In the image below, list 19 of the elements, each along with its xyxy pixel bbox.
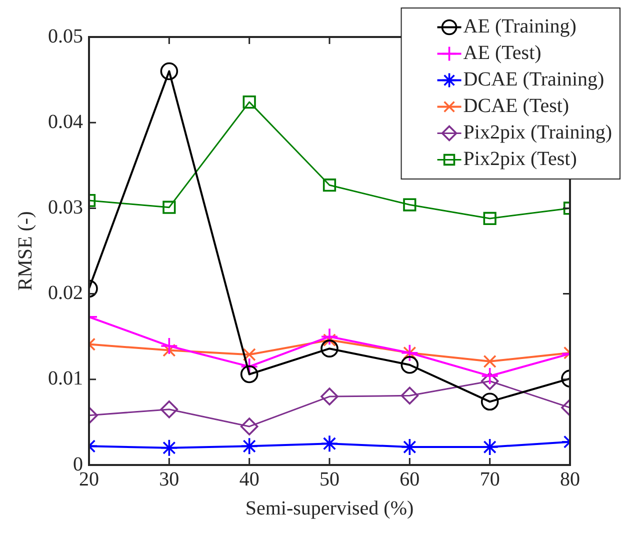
x-axis-title: Semi-supervised (%) (245, 497, 414, 520)
x-tick-label: 50 (320, 468, 340, 490)
x-tick-label: 40 (239, 468, 260, 490)
legend-label: Pix2pix (Training) (463, 122, 612, 144)
x-tick-label: 60 (400, 468, 420, 490)
x-tick-label: 70 (480, 468, 500, 490)
y-tick-label: 0.03 (48, 196, 83, 218)
y-axis-title: RMSE (-) (14, 211, 36, 291)
legend-label: DCAE (Test) (463, 95, 570, 117)
y-tick-label: 0.01 (48, 368, 83, 390)
y-tick-label: 0.02 (48, 282, 83, 304)
y-tick-label: 0.05 (48, 25, 83, 48)
x-tick-label: 80 (560, 468, 580, 490)
legend-label: DCAE (Training) (463, 68, 604, 90)
y-tick-label: 0.04 (48, 110, 83, 133)
legend-label: AE (Test) (463, 42, 542, 64)
legend-label: Pix2pix (Test) (463, 148, 577, 170)
legend-label: AE (Training) (463, 16, 576, 38)
x-tick-label: 30 (159, 468, 180, 490)
